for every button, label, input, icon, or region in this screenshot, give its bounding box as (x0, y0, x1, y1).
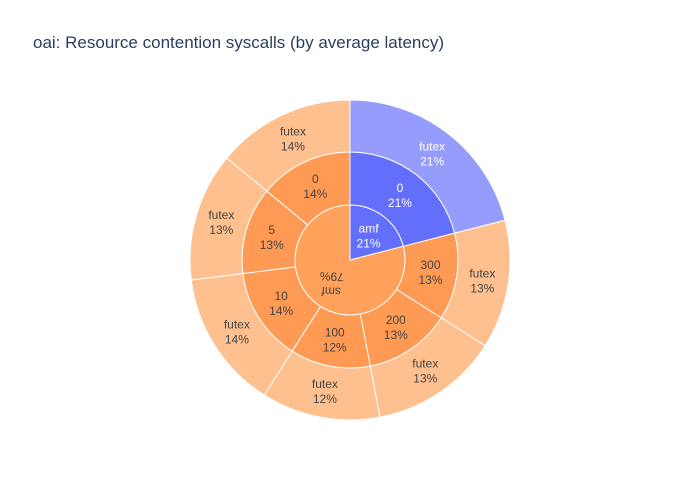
segment-label-smf-level1-1-0: 300 13% (418, 258, 442, 287)
sunburst-labels: amf 21%0 21%futex 21%smf79%300 13% futex 13%20… (208, 124, 495, 406)
segment-smf-level2-1-5-0[interactable] (226, 99, 351, 192)
segment-label-amf-level2-0-0-0: futex 21% (419, 140, 445, 169)
segment-label-smf-level1-1-1: 200 13% (384, 313, 408, 342)
sunburst-segments (189, 99, 511, 421)
chart-title: oai: Resource contention syscalls (by av… (33, 33, 445, 52)
segment-label-smf-level1-1-3: 10 14% (269, 289, 293, 318)
segment-label-smf-level2-1-4-0: futex 13% (208, 208, 234, 237)
segment-label-amf-level1-0-0: 0 21% (388, 181, 412, 210)
segment-label-smf-level1-1-5: 0 14% (303, 172, 327, 201)
segment-label-smf-level2-1-2-0: futex 12% (312, 377, 338, 406)
segment-label-smf-level2-1-1-0: futex 13% (412, 356, 438, 385)
segment-label-smf-level0-1: smf79% (318, 269, 344, 299)
segment-label-smf-level1-1-2: 100 12% (323, 326, 347, 355)
segment-label-smf-level2-1-0-0: futex 13% (469, 266, 495, 295)
segment-label-smf-level1-1-4: 5 13% (260, 223, 284, 252)
segment-label-amf-level0-0: amf 21% (357, 222, 381, 251)
segment-label-smf-level2-1-5-0: futex 14% (280, 124, 306, 153)
segment-label-smf-level2-1-3-0: futex 14% (224, 317, 250, 346)
